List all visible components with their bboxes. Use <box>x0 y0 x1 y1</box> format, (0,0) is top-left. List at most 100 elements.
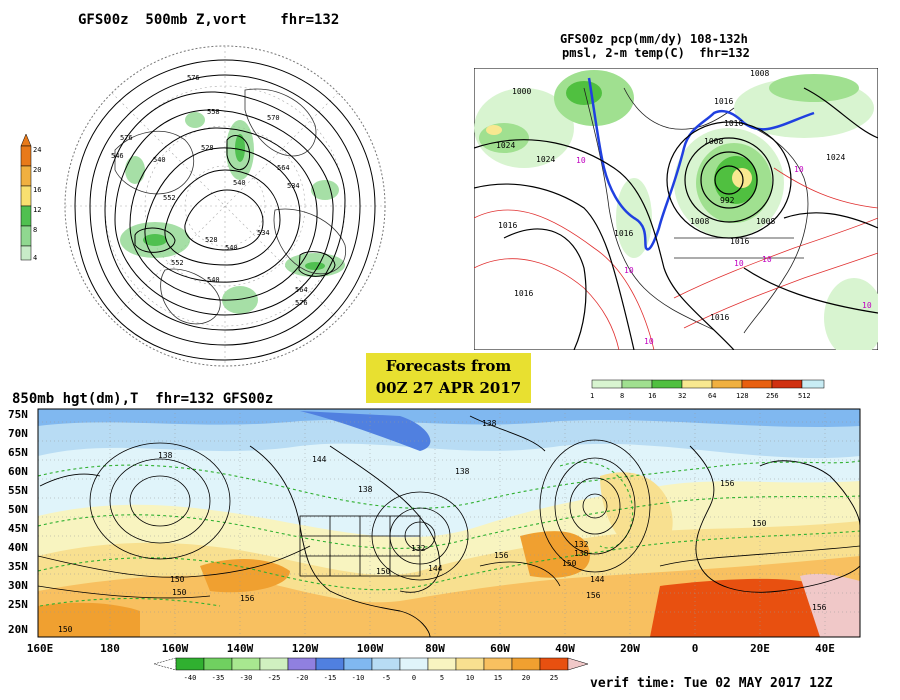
lat-label: 60N <box>8 465 28 478</box>
lon-label: 80W <box>425 642 445 655</box>
colorbar-label: 12 <box>33 206 41 214</box>
colorbar-label: -10 <box>352 674 365 682</box>
contour-label: 534 <box>287 182 300 190</box>
vorticity-colorbar: 24 20 16 12 8 4 <box>20 133 41 262</box>
colorbar-label: 16 <box>33 186 41 194</box>
colorbar-right-arrow <box>567 657 589 671</box>
world-coastlines <box>39 415 860 637</box>
lon-label: 20W <box>620 642 640 655</box>
temp-label: 10 <box>644 337 654 346</box>
isobar-label: 1008 <box>704 137 723 146</box>
lon-label: 160W <box>162 642 189 655</box>
colorbar-label: 0 <box>412 674 416 682</box>
lon-label: 60W <box>490 642 510 655</box>
contour-label: 540 <box>207 276 220 284</box>
height-label: 138 <box>358 485 373 494</box>
colorbar-label: 8 <box>620 392 624 400</box>
isobar-label: 1024 <box>536 155 555 164</box>
contour-label: 558 <box>207 108 220 116</box>
height-label: 144 <box>312 455 327 464</box>
height-contours <box>74 59 376 361</box>
colorbar-label: 4 <box>33 254 37 262</box>
colorbar-label: 25 <box>550 674 558 682</box>
contour-label: 576 <box>187 74 200 82</box>
lon-label: 120W <box>292 642 319 655</box>
isobar-label: 1008 <box>750 69 769 78</box>
us-state-borders <box>299 515 421 577</box>
isobar-label: 1024 <box>826 153 845 162</box>
isobar-label: 1008 <box>756 217 775 226</box>
isobar-label: 1016 <box>514 289 533 298</box>
temp-label: 10 <box>624 266 634 275</box>
freezing-line <box>587 77 815 251</box>
colorbar-label: -15 <box>324 674 337 682</box>
temp-label: 10 <box>794 165 804 174</box>
contour-label: 528 <box>205 236 218 244</box>
lon-label: 180 <box>100 642 120 655</box>
pmsl-precip-map: 1008 1000 1016 1024 1016 1008 1024 1024 … <box>474 68 878 350</box>
colorbar-label: 15 <box>494 674 502 682</box>
temp-contours-850 <box>38 460 860 607</box>
contour-label: 576 <box>295 299 308 307</box>
lat-label: 30N <box>8 579 28 592</box>
colorbar-label: -30 <box>240 674 253 682</box>
height-label: 138 <box>158 451 173 460</box>
forecast-init-line1: Forecasts from <box>385 357 512 375</box>
contour-label: 534 <box>257 229 270 237</box>
height-contours-850 <box>38 439 860 599</box>
height-label: 144 <box>428 564 443 573</box>
forecast-init-box: Forecasts from 00Z 27 APR 2017 <box>366 353 531 403</box>
isobar-label: 992 <box>720 196 735 205</box>
height-label: 150 <box>376 567 391 576</box>
colorbar-label: 24 <box>33 146 41 154</box>
panel1-title: GFS00z 500mb Z,vort fhr=132 <box>78 12 340 28</box>
isobar-label: 1016 <box>614 229 633 238</box>
height-label: 150 <box>170 575 185 584</box>
lon-label: 40E <box>815 642 835 655</box>
colorbar-label: 5 <box>440 674 444 682</box>
height-label: 156 <box>586 591 601 600</box>
contour-label: 540 <box>153 156 166 164</box>
lat-label: 70N <box>8 427 28 440</box>
height-label: 156 <box>720 479 735 488</box>
height-label: 138 <box>574 549 589 558</box>
colorbar-label: -40 <box>184 674 197 682</box>
temp-label: 10 <box>576 156 586 165</box>
height-label: 150 <box>58 625 73 634</box>
height-label: 156 <box>812 603 827 612</box>
colorbar-label: 64 <box>708 392 716 400</box>
lon-label: 40W <box>555 642 575 655</box>
isobar-label: 1000 <box>512 87 531 96</box>
isobar-label: 1016 <box>710 313 729 322</box>
lat-label: 65N <box>8 446 28 459</box>
lat-label: 25N <box>8 598 28 611</box>
contour-label: 570 <box>267 114 280 122</box>
isobar-label: 1016 <box>714 97 733 106</box>
contour-label: 546 <box>111 152 124 160</box>
forecast-init-line2: 00Z 27 APR 2017 <box>375 379 522 397</box>
contour-label: 564 <box>277 164 290 172</box>
height-label: 132 <box>411 544 426 553</box>
lon-label: 20E <box>750 642 770 655</box>
height-label: 150 <box>562 559 577 568</box>
temperature-colorbar: -40 -35 -30 -25 -20 -15 -10 -5 0 5 10 15… <box>153 657 589 682</box>
lat-label: 50N <box>8 503 28 516</box>
colorbar-label: -20 <box>296 674 309 682</box>
temp-contours <box>474 167 878 350</box>
colorbar-label: 256 <box>766 392 779 400</box>
contour-label: 552 <box>163 194 176 202</box>
isobars <box>474 87 878 350</box>
precip-shading <box>474 70 878 350</box>
colorbar-label: 32 <box>678 392 686 400</box>
colorbar-label: -5 <box>382 674 390 682</box>
height-label: 144 <box>590 575 605 584</box>
contour-label: 528 <box>201 144 214 152</box>
polar-500mb-map: 576 558 570 576 546 540 528 564 540 534 … <box>64 45 386 367</box>
temp-label: 10 <box>734 259 744 268</box>
height-label: 138 <box>482 419 497 428</box>
colorbar-label: -35 <box>212 674 225 682</box>
precip-colorbar: 1 8 16 32 64 128 256 512 <box>590 379 825 400</box>
panel2-title-line1: GFS00z pcp(mm/dy) 108-132h <box>560 32 748 46</box>
lat-label: 35N <box>8 560 28 573</box>
lat-label: 40N <box>8 541 28 554</box>
